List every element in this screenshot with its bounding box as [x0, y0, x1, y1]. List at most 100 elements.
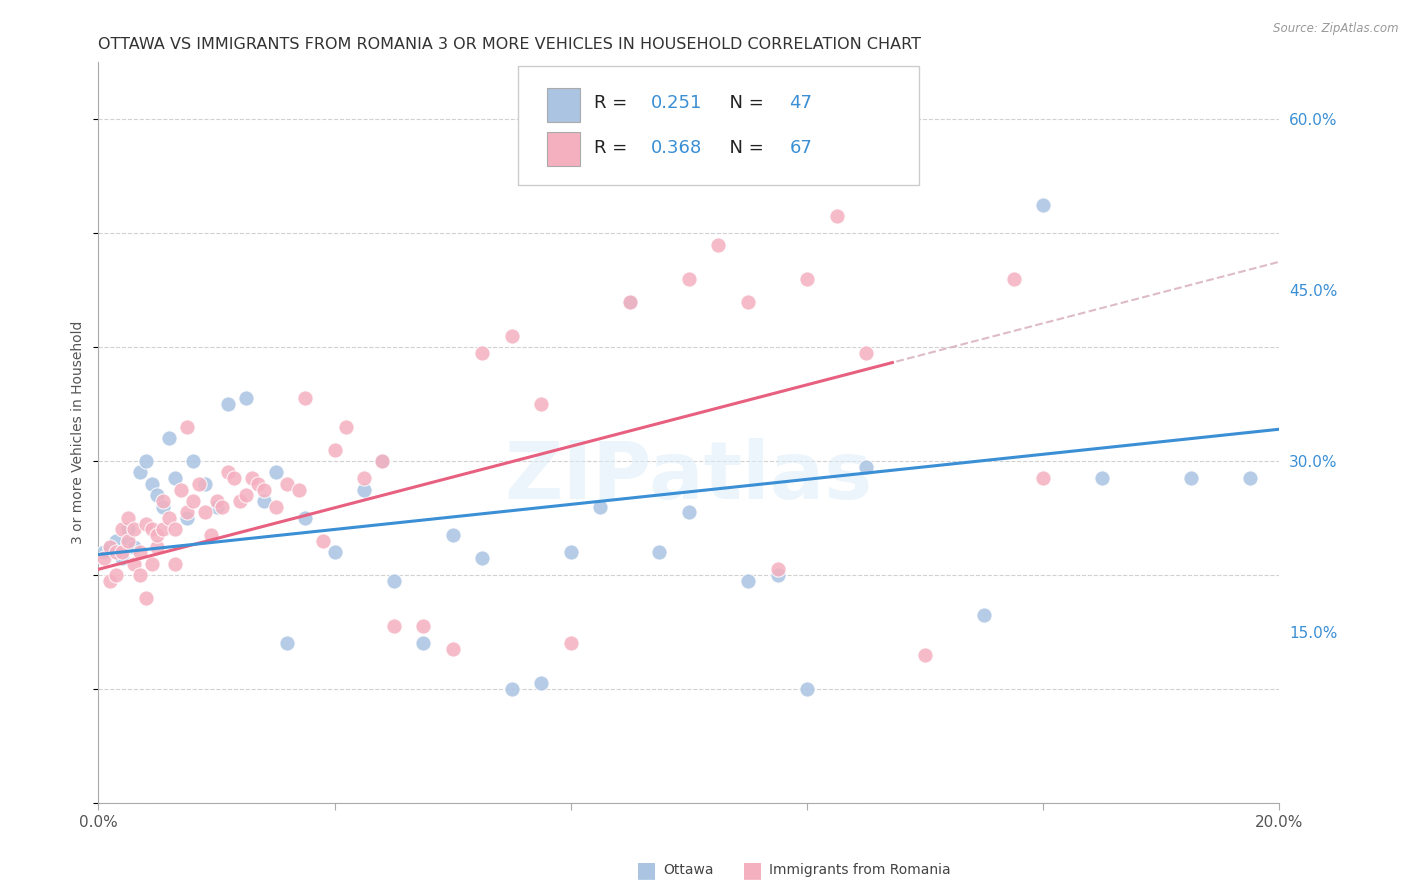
FancyBboxPatch shape — [547, 87, 581, 121]
Point — [141, 476, 163, 491]
Point — [146, 528, 169, 542]
Point — [128, 545, 150, 559]
Point — [253, 494, 276, 508]
Point — [205, 500, 228, 514]
Text: N =: N = — [718, 95, 770, 112]
Point — [264, 500, 287, 514]
Point — [176, 511, 198, 525]
Point — [441, 528, 464, 542]
Point — [323, 442, 346, 457]
Point — [648, 545, 671, 559]
Point — [141, 557, 163, 571]
Point — [117, 533, 139, 548]
Point — [135, 454, 157, 468]
Point — [530, 397, 553, 411]
Point — [217, 466, 239, 480]
Point — [412, 636, 434, 650]
Point — [157, 431, 180, 445]
Point — [796, 272, 818, 286]
Point — [796, 681, 818, 696]
Point — [224, 471, 246, 485]
Point — [1002, 272, 1025, 286]
Point — [235, 392, 257, 406]
Text: 0.251: 0.251 — [651, 95, 703, 112]
Point — [176, 420, 198, 434]
Point — [187, 476, 209, 491]
Point — [707, 237, 730, 252]
Point — [737, 574, 759, 588]
Point — [382, 619, 405, 633]
Point — [152, 494, 174, 508]
Point — [217, 397, 239, 411]
Point — [353, 471, 375, 485]
Text: 47: 47 — [789, 95, 813, 112]
Point — [560, 545, 582, 559]
Point — [560, 636, 582, 650]
Point — [122, 523, 145, 537]
Point — [117, 536, 139, 550]
Point — [471, 346, 494, 360]
Point — [165, 523, 187, 537]
Text: N =: N = — [718, 138, 770, 157]
Point — [93, 545, 115, 559]
Point — [678, 272, 700, 286]
Point — [294, 511, 316, 525]
Point — [117, 511, 139, 525]
Point — [855, 346, 877, 360]
Point — [1180, 471, 1202, 485]
Point — [122, 557, 145, 571]
Point — [135, 591, 157, 605]
Point — [412, 619, 434, 633]
Point — [1091, 471, 1114, 485]
Text: R =: R = — [595, 95, 634, 112]
Text: ZIPatlas: ZIPatlas — [505, 438, 873, 516]
Point — [229, 494, 252, 508]
Point — [98, 574, 121, 588]
FancyBboxPatch shape — [517, 66, 920, 185]
Point — [589, 500, 612, 514]
Point — [135, 516, 157, 531]
Point — [323, 545, 346, 559]
Point — [1239, 471, 1261, 485]
Point — [382, 574, 405, 588]
Point — [501, 328, 523, 343]
Point — [181, 454, 204, 468]
Point — [294, 392, 316, 406]
Point — [914, 648, 936, 662]
Point — [117, 523, 139, 537]
Point — [157, 511, 180, 525]
Point — [619, 294, 641, 309]
FancyBboxPatch shape — [547, 132, 581, 166]
Point — [105, 545, 128, 559]
Point — [181, 494, 204, 508]
Point — [105, 533, 128, 548]
Point — [253, 483, 276, 497]
Point — [235, 488, 257, 502]
Point — [766, 568, 789, 582]
Text: 0.368: 0.368 — [651, 138, 703, 157]
Text: Source: ZipAtlas.com: Source: ZipAtlas.com — [1274, 22, 1399, 36]
Point — [1032, 198, 1054, 212]
Text: Immigrants from Romania: Immigrants from Romania — [769, 863, 950, 877]
Point — [111, 545, 134, 559]
Point — [146, 488, 169, 502]
Point — [353, 483, 375, 497]
Point — [194, 505, 217, 519]
Point — [240, 471, 263, 485]
Point — [111, 550, 134, 565]
Point — [205, 494, 228, 508]
Y-axis label: 3 or more Vehicles in Household: 3 or more Vehicles in Household — [72, 321, 86, 544]
Point — [152, 523, 174, 537]
Point — [194, 476, 217, 491]
Point — [93, 550, 115, 565]
Point — [246, 476, 269, 491]
Point — [122, 540, 145, 554]
Point — [737, 294, 759, 309]
Point — [165, 471, 187, 485]
Point — [111, 523, 134, 537]
Point — [98, 540, 121, 554]
Text: OTTAWA VS IMMIGRANTS FROM ROMANIA 3 OR MORE VEHICLES IN HOUSEHOLD CORRELATION CH: OTTAWA VS IMMIGRANTS FROM ROMANIA 3 OR M… — [98, 37, 921, 52]
Point — [471, 550, 494, 565]
Point — [170, 483, 193, 497]
Point — [146, 540, 169, 554]
